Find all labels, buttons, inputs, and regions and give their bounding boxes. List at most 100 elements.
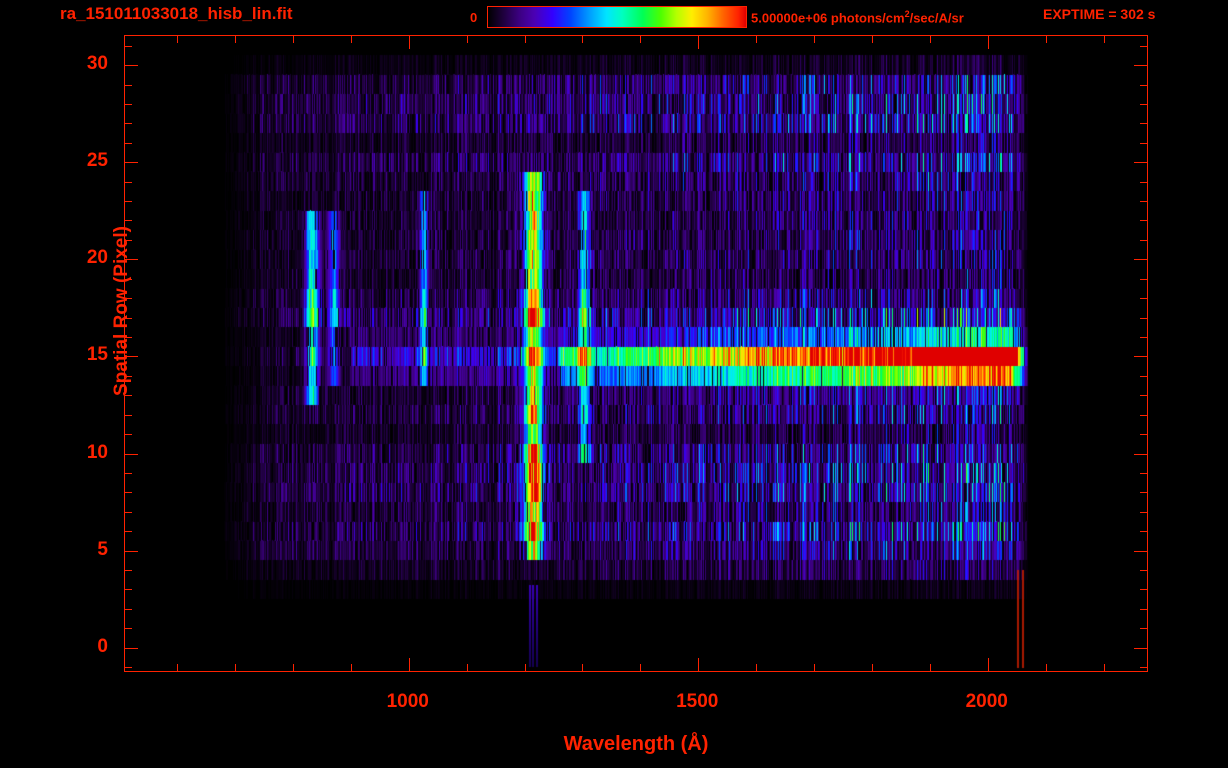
exposure-time-label: EXPTIME = 302 s	[1043, 6, 1156, 22]
header-bar: ra_151011033018_hisb_lin.fit EXPTIME = 3…	[0, 0, 1228, 34]
colorbar-unit-exponent: 2	[904, 9, 910, 19]
y-axis-minor-tick-right	[1140, 318, 1147, 319]
y-axis-minor-tick-right	[1140, 473, 1147, 474]
y-axis-minor-tick	[125, 570, 132, 571]
x-axis-minor-tick-top	[351, 36, 352, 43]
y-axis-minor-tick	[125, 667, 132, 668]
y-axis-minor-tick	[125, 104, 132, 105]
y-axis-minor-tick	[125, 434, 132, 435]
y-axis-minor-tick-right	[1140, 512, 1147, 513]
y-axis-major-tick	[125, 259, 138, 260]
x-axis-major-tick	[698, 658, 699, 671]
y-axis-minor-tick-right	[1140, 46, 1147, 47]
y-axis-minor-tick	[125, 220, 132, 221]
y-axis-minor-tick	[125, 531, 132, 532]
x-axis-major-tick-top	[988, 36, 989, 49]
y-axis-minor-tick-right	[1140, 570, 1147, 571]
y-axis-minor-tick	[125, 85, 132, 86]
y-axis-tick-label: 10	[86, 441, 108, 463]
y-axis-minor-tick	[125, 337, 132, 338]
x-axis-major-tick-top	[698, 36, 699, 49]
x-axis-major-tick-top	[409, 36, 410, 49]
x-axis-minor-tick	[293, 664, 294, 671]
y-axis-minor-tick-right	[1140, 395, 1147, 396]
y-axis-minor-tick-right	[1140, 104, 1147, 105]
y-axis-minor-tick	[125, 298, 132, 299]
y-axis-major-tick-right	[1134, 356, 1147, 357]
y-axis-tick-label: 15	[86, 344, 108, 366]
x-axis-minor-tick-top	[872, 36, 873, 43]
y-axis-minor-tick-right	[1140, 667, 1147, 668]
x-axis-minor-tick	[525, 664, 526, 671]
x-axis-minor-tick	[872, 664, 873, 671]
x-axis-minor-tick	[582, 664, 583, 671]
y-axis-major-tick-right	[1134, 65, 1147, 66]
x-axis-minor-tick-top	[525, 36, 526, 43]
y-axis-major-tick	[125, 454, 138, 455]
colorbar-unit-prefix: 5.00000e+06 photons/cm	[751, 10, 905, 26]
y-axis-minor-tick-right	[1140, 492, 1147, 493]
y-axis-major-tick-right	[1134, 454, 1147, 455]
y-axis-minor-tick	[125, 240, 132, 241]
y-axis-minor-tick-right	[1140, 201, 1147, 202]
x-axis-minor-tick-top	[1046, 36, 1047, 43]
colorbar: 0 5.00000e+06 photons/cm2/sec/A/sr	[470, 3, 1030, 31]
colorbar-max-label: 5.00000e+06 photons/cm2/sec/A/sr	[751, 9, 964, 25]
y-axis-minor-tick	[125, 201, 132, 202]
y-axis-major-tick	[125, 648, 138, 649]
x-axis-minor-tick	[1104, 664, 1105, 671]
y-axis-label: Spatial Row (Pixel)	[111, 226, 132, 396]
x-axis-minor-tick	[467, 664, 468, 671]
x-axis-minor-tick	[640, 664, 641, 671]
y-axis-minor-tick	[125, 473, 132, 474]
y-axis-minor-tick	[125, 589, 132, 590]
x-axis-minor-tick	[1046, 664, 1047, 671]
y-axis-major-tick-right	[1134, 162, 1147, 163]
y-axis-minor-tick-right	[1140, 434, 1147, 435]
y-axis-minor-tick-right	[1140, 85, 1147, 86]
x-axis-tick-label: 2000	[965, 691, 1008, 712]
y-axis-tick-label: 5	[97, 538, 108, 560]
y-axis-minor-tick-right	[1140, 531, 1147, 532]
x-axis-minor-tick-top	[930, 36, 931, 43]
y-axis-minor-tick	[125, 609, 132, 610]
y-axis-major-tick	[125, 162, 138, 163]
y-axis-minor-tick-right	[1140, 279, 1147, 280]
y-axis-major-tick	[125, 356, 138, 357]
y-axis-tick-label: 0	[97, 635, 108, 657]
x-axis-minor-tick	[756, 664, 757, 671]
x-axis-minor-tick-top	[235, 36, 236, 43]
y-axis-minor-tick-right	[1140, 376, 1147, 377]
x-axis-minor-tick-top	[177, 36, 178, 43]
x-axis-minor-tick	[235, 664, 236, 671]
y-axis-major-tick	[125, 551, 138, 552]
y-axis-minor-tick	[125, 376, 132, 377]
y-axis-minor-tick-right	[1140, 609, 1147, 610]
x-axis-minor-tick	[351, 664, 352, 671]
y-axis-minor-tick-right	[1140, 182, 1147, 183]
y-axis-minor-tick	[125, 492, 132, 493]
x-axis-minor-tick-top	[640, 36, 641, 43]
y-axis-major-tick-right	[1134, 259, 1147, 260]
y-axis-tick-label: 30	[86, 53, 108, 75]
y-axis-minor-tick	[125, 143, 132, 144]
colorbar-gradient	[487, 6, 747, 28]
y-axis-minor-tick	[125, 279, 132, 280]
x-axis-minor-tick-top	[467, 36, 468, 43]
x-axis-label: Wavelength (Å)	[563, 733, 709, 755]
y-axis-minor-tick-right	[1140, 143, 1147, 144]
y-axis-minor-tick-right	[1140, 589, 1147, 590]
y-axis-minor-tick-right	[1140, 220, 1147, 221]
y-axis-minor-tick-right	[1140, 337, 1147, 338]
y-axis-major-tick	[125, 65, 138, 66]
x-axis-minor-tick-top	[756, 36, 757, 43]
y-axis-minor-tick	[125, 395, 132, 396]
spectrogram-plot-area	[124, 35, 1148, 672]
x-axis-minor-tick-top	[1104, 36, 1105, 43]
y-axis-minor-tick-right	[1140, 628, 1147, 629]
y-axis-minor-tick	[125, 46, 132, 47]
y-axis-minor-tick	[125, 415, 132, 416]
y-axis-minor-tick	[125, 512, 132, 513]
y-axis-minor-tick-right	[1140, 415, 1147, 416]
x-axis-major-tick	[409, 658, 410, 671]
